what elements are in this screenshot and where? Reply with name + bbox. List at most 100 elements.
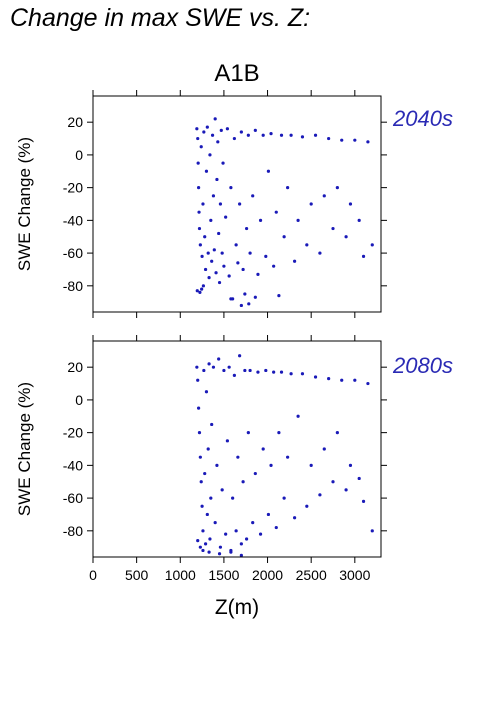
data-point (210, 259, 214, 263)
data-point (361, 499, 366, 503)
data-point (247, 302, 251, 306)
figure-title: Change in max SWE vs. Z: (10, 4, 311, 32)
y-tick-label: -60 (63, 490, 83, 506)
data-point (239, 553, 243, 557)
data-point (203, 542, 208, 546)
data-point (241, 267, 245, 272)
y-tick-label: -40 (63, 457, 83, 473)
data-point (198, 455, 202, 459)
data-point (195, 289, 199, 293)
period-label: 2080s (392, 353, 453, 378)
data-point (293, 516, 297, 520)
data-point (258, 532, 263, 536)
data-point (274, 210, 278, 214)
data-point (218, 545, 223, 549)
data-point (357, 218, 361, 222)
y-axis-label: SWE Change (%) (15, 137, 34, 271)
data-point (243, 368, 247, 373)
data-point (200, 254, 204, 258)
data-point (256, 272, 260, 276)
data-point (327, 136, 331, 141)
data-point (309, 463, 313, 467)
data-point (225, 439, 229, 443)
period-label: 2040s (392, 106, 453, 131)
scenario-label: A1B (214, 60, 259, 87)
data-point (272, 370, 276, 374)
data-point (195, 127, 199, 131)
data-point (232, 373, 236, 377)
plot-frame (92, 340, 382, 558)
data-point (229, 550, 233, 554)
data-point (370, 529, 374, 533)
data-point (331, 226, 335, 231)
data-point (253, 471, 257, 476)
data-point (253, 128, 257, 132)
data-point (208, 153, 212, 157)
data-point (241, 480, 245, 484)
data-point (344, 235, 348, 239)
y-tick-label: -60 (63, 245, 83, 261)
data-point (217, 280, 222, 285)
data-point (335, 431, 339, 435)
data-point (204, 390, 209, 394)
data-point (201, 548, 205, 553)
data-point (198, 290, 202, 294)
plot-frame (92, 95, 382, 313)
data-point (272, 264, 276, 268)
y-tick-label: 0 (75, 392, 83, 408)
data-point (269, 463, 273, 467)
data-point (214, 271, 218, 275)
data-point (279, 370, 284, 374)
data-point (195, 365, 199, 369)
data-point (219, 128, 223, 132)
data-point (210, 133, 215, 137)
data-point (201, 202, 205, 206)
data-point (282, 235, 286, 239)
x-tick-label: 2000 (252, 567, 283, 583)
data-point (357, 476, 361, 481)
data-point (238, 354, 242, 358)
data-point (206, 447, 210, 451)
data-point (353, 378, 357, 382)
data-point (286, 455, 290, 459)
data-point (208, 537, 212, 541)
y-tick-label: -20 (63, 180, 83, 196)
data-point (313, 133, 318, 137)
data-point (246, 431, 250, 435)
data-point (256, 370, 260, 374)
x-tick-label: 0 (89, 567, 97, 583)
data-point (313, 375, 318, 379)
data-point (197, 431, 202, 435)
data-point (212, 248, 216, 252)
data-point (318, 251, 322, 255)
data-point (231, 496, 235, 500)
data-point (305, 243, 309, 247)
data-point (211, 194, 216, 198)
data-point (277, 431, 281, 435)
y-axis-label: SWE Change (%) (15, 382, 34, 516)
data-point (196, 539, 200, 543)
data-point (217, 357, 221, 361)
data-point (318, 493, 322, 497)
data-point (236, 261, 240, 265)
y-tick-label: 20 (67, 114, 83, 130)
data-point (309, 202, 313, 206)
data-point (370, 243, 374, 247)
data-point (353, 138, 357, 142)
data-point (274, 525, 278, 530)
panel-2040s: -80 -60 -40 -20 0 20 SWE Change (%) 2040s (15, 90, 453, 318)
data-point (205, 512, 209, 517)
x-axis-label: Z(m) (215, 596, 259, 619)
data-point (322, 447, 326, 451)
data-point (232, 136, 236, 141)
data-point (217, 552, 222, 556)
data-point (197, 226, 202, 231)
data-point (340, 138, 344, 142)
data-point (204, 169, 209, 173)
data-point (222, 368, 226, 373)
data-point (348, 202, 353, 206)
data-point (209, 218, 213, 222)
data-point (266, 169, 271, 173)
data-point (196, 136, 200, 141)
data-point (331, 480, 335, 484)
